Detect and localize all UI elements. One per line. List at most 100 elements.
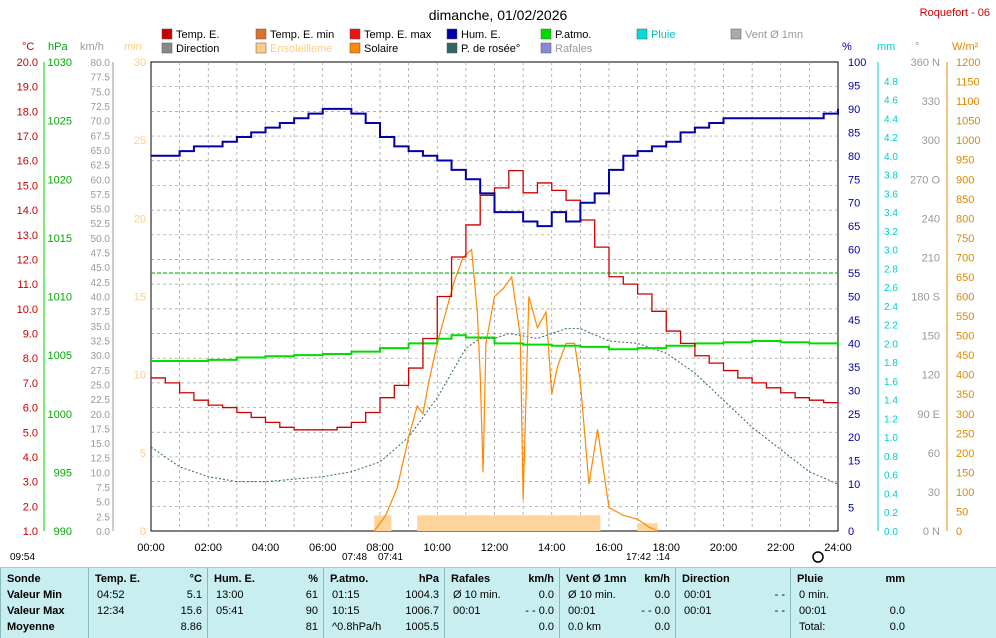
temp-tick: 4.0 bbox=[23, 452, 38, 464]
dir-tick: 90 E bbox=[917, 409, 940, 421]
min-tick: 0 bbox=[140, 526, 146, 538]
x-tick-label: 12:00 bbox=[481, 542, 509, 554]
footer-row-time: Ø 10 min. bbox=[453, 589, 501, 601]
footer-row-value: - - bbox=[774, 605, 785, 617]
legend-swatch bbox=[540, 28, 552, 40]
temp-tick: 3.0 bbox=[23, 477, 38, 489]
footer-row-value: 1005.5 bbox=[405, 621, 439, 633]
stats-footer: Sonde Valeur Min Valeur Max Moyenne Temp. E.… bbox=[0, 567, 996, 638]
footer-section: Vent Ø 1mn km/h Ø 10 min. 0.0 00:01 - - 0.0 0.… bbox=[559, 568, 676, 638]
rain-tick: 4.4 bbox=[884, 114, 898, 125]
legend-label: P. de rosée° bbox=[461, 43, 520, 55]
temp-tick: 6.0 bbox=[23, 403, 38, 415]
dir-tick: 240 bbox=[922, 213, 940, 225]
footer-section: Temp. E. °C 04:52 5.1 12:34 15.6 8.86 bbox=[88, 568, 208, 638]
legend-swatch bbox=[446, 42, 458, 54]
rain-unit: mm bbox=[877, 41, 895, 53]
footer-row-value: - - 0.0 bbox=[641, 605, 670, 617]
footer-section: P.atmo. hPa 01:15 1004.3 10:15 1006.7 ^0.8hPa/… bbox=[323, 568, 445, 638]
temp-tick: 18.0 bbox=[17, 106, 38, 118]
footer-section-title: Hum. E. bbox=[214, 573, 255, 585]
press-tick: 1030 bbox=[48, 57, 72, 69]
press-tick: 1005 bbox=[48, 350, 72, 362]
footer-row-time: 13:00 bbox=[216, 589, 244, 601]
legend-label: Pluie bbox=[651, 29, 675, 41]
rain-tick: 3.0 bbox=[884, 246, 898, 257]
temp-tick: 1.0 bbox=[23, 526, 38, 538]
solar-tick: 1050 bbox=[956, 116, 980, 128]
temp-tick: 12.0 bbox=[17, 254, 38, 266]
legend-label: Temp. E. bbox=[176, 29, 219, 41]
legend-label: P.atmo. bbox=[555, 29, 592, 41]
x-tick-label: 08:00 bbox=[366, 542, 394, 554]
pressure-line bbox=[151, 334, 839, 362]
footer-row-time: 00:01 bbox=[684, 605, 712, 617]
moon-icon bbox=[812, 551, 824, 563]
wind-tick: 25.0 bbox=[91, 380, 111, 391]
wind-tick: 37.5 bbox=[91, 307, 111, 318]
temp-tick: 19.0 bbox=[17, 82, 38, 94]
legend-swatch bbox=[636, 28, 648, 40]
legend-swatch bbox=[161, 28, 173, 40]
wind-unit: km/h bbox=[80, 41, 104, 53]
hum-unit: % bbox=[842, 41, 852, 53]
temp-tick: 15.0 bbox=[17, 180, 38, 192]
rain-tick: 1.2 bbox=[884, 414, 898, 425]
footer-section-title: P.atmo. bbox=[330, 573, 369, 585]
temp-tick: 7.0 bbox=[23, 378, 38, 390]
rain-tick: 4.0 bbox=[884, 152, 898, 163]
humidity-line bbox=[151, 107, 839, 228]
footer-row-time: 0 min. bbox=[799, 589, 829, 601]
wind-tick: 67.5 bbox=[91, 131, 111, 142]
wind-tick: 70.0 bbox=[91, 117, 111, 128]
wind-tick: 57.5 bbox=[91, 190, 111, 201]
rain-tick: 1.6 bbox=[884, 377, 898, 388]
footer-row-value: 81 bbox=[305, 621, 318, 633]
wind-tick: 77.5 bbox=[91, 73, 111, 84]
legend-label: Rafales bbox=[555, 43, 593, 55]
min-unit: min bbox=[124, 41, 142, 53]
footer-section-unit: % bbox=[308, 573, 318, 585]
footer-row-label: Moyenne bbox=[7, 621, 55, 633]
x-tick-label: 22:00 bbox=[767, 542, 795, 554]
sunset2-label: :14 bbox=[656, 552, 670, 563]
footer-row-time: 05:41 bbox=[216, 605, 244, 617]
temp-tick: 11.0 bbox=[17, 279, 38, 291]
rain-tick: 3.8 bbox=[884, 171, 898, 182]
temp-tick: 2.0 bbox=[23, 501, 38, 513]
footer-row-value: - - 0.0 bbox=[525, 605, 554, 617]
footer-section: Direction 00:01 - - 00:01 - - bbox=[675, 568, 791, 638]
footer-row-time: Total: bbox=[799, 621, 826, 633]
weather-chart: dimanche, 01/02/2026 Roquefort - 06 Temp. … bbox=[10, 7, 990, 563]
footer-section-unit: °C bbox=[189, 573, 202, 585]
wind-tick: 50.0 bbox=[91, 234, 111, 245]
rain-tick: 4.6 bbox=[884, 96, 898, 107]
x-tick-label: 00:00 bbox=[137, 542, 165, 554]
footer-row-value: 0.0 bbox=[654, 589, 670, 601]
legend-label: Vent Ø 1mn bbox=[745, 29, 803, 41]
press-tick: 1020 bbox=[48, 174, 72, 186]
footer-row-value: 0.0 bbox=[538, 621, 554, 633]
wind-tick: 72.5 bbox=[91, 102, 111, 113]
footer-row-value: 8.86 bbox=[180, 621, 202, 633]
rain-tick: 0.4 bbox=[884, 489, 898, 500]
hum-tick: 70 bbox=[848, 198, 860, 210]
temp-tick: 10.0 bbox=[17, 304, 38, 316]
wind-tick: 35.0 bbox=[91, 322, 111, 333]
solar-tick: 1200 bbox=[956, 57, 980, 69]
hum-tick: 55 bbox=[848, 268, 860, 280]
hum-tick: 10 bbox=[848, 479, 860, 491]
wind-tick: 15.0 bbox=[91, 439, 111, 450]
rain-tick: 1.8 bbox=[884, 358, 898, 369]
footer-row-value: 0.0 bbox=[889, 621, 905, 633]
footer-section-unit: mm bbox=[885, 573, 905, 585]
footer-row-time: 00:01 bbox=[799, 605, 827, 617]
solar-tick: 950 bbox=[956, 155, 974, 167]
hum-tick: 65 bbox=[848, 221, 860, 233]
wind-tick: 10.0 bbox=[91, 468, 111, 479]
chart-title: dimanche, 01/02/2026 bbox=[429, 7, 568, 23]
hum-tick: 0 bbox=[848, 526, 854, 538]
wind-tick: 32.5 bbox=[91, 336, 111, 347]
dir-tick: 180 S bbox=[911, 292, 940, 304]
temp-tick: 17.0 bbox=[17, 131, 38, 143]
